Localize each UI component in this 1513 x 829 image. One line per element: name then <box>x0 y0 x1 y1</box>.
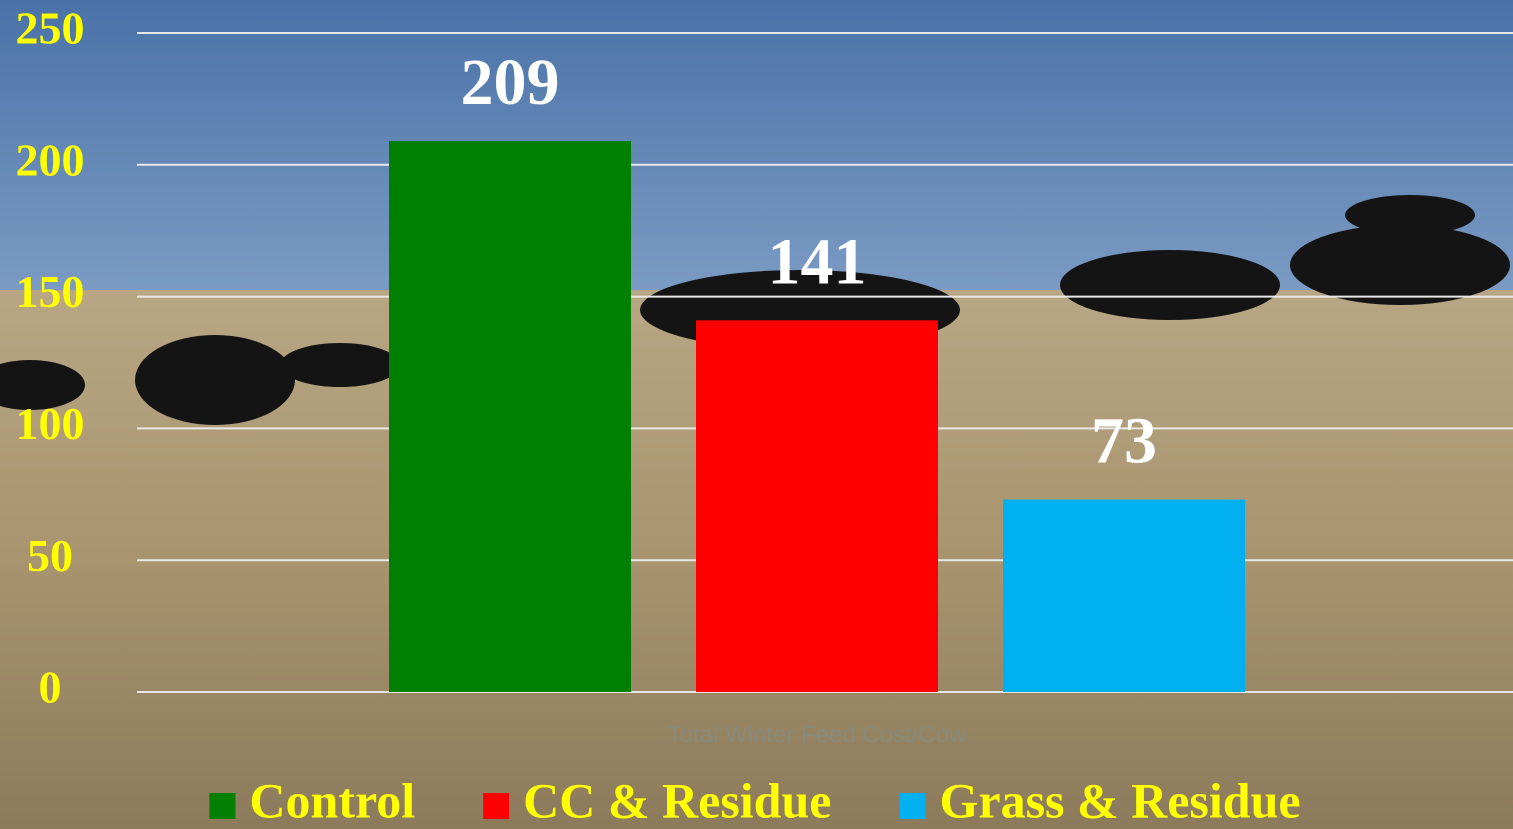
sky-background <box>0 0 1513 300</box>
y-tick-label: 100 <box>16 398 85 449</box>
page: 0 50 100 150 200 250 209 141 73 Total Winter Feed… <box>0 0 1513 829</box>
legend-label: CC & Residue <box>523 772 831 828</box>
x-tick-label: Total Winter Feed Cost/Cow <box>668 721 967 748</box>
legend-label: Grass & Residue <box>939 772 1300 828</box>
data-label: 141 <box>768 225 867 298</box>
y-tick-label: 200 <box>16 134 85 185</box>
bar <box>1003 500 1245 692</box>
data-label: 73 <box>1091 405 1157 478</box>
y-tick-label: 50 <box>27 530 73 581</box>
y-tick-label: 0 <box>39 662 62 713</box>
legend-swatch <box>209 793 235 819</box>
legend-swatch <box>899 793 925 819</box>
legend-label: Control <box>249 772 415 828</box>
y-tick-label: 250 <box>16 3 85 54</box>
chart: 0 50 100 150 200 250 209 141 73 Total Winter Feed… <box>0 0 1513 829</box>
bar <box>696 320 938 692</box>
bar <box>389 141 631 692</box>
legend-swatch <box>483 793 509 819</box>
y-tick-label: 150 <box>16 266 85 317</box>
data-label: 209 <box>461 46 560 119</box>
